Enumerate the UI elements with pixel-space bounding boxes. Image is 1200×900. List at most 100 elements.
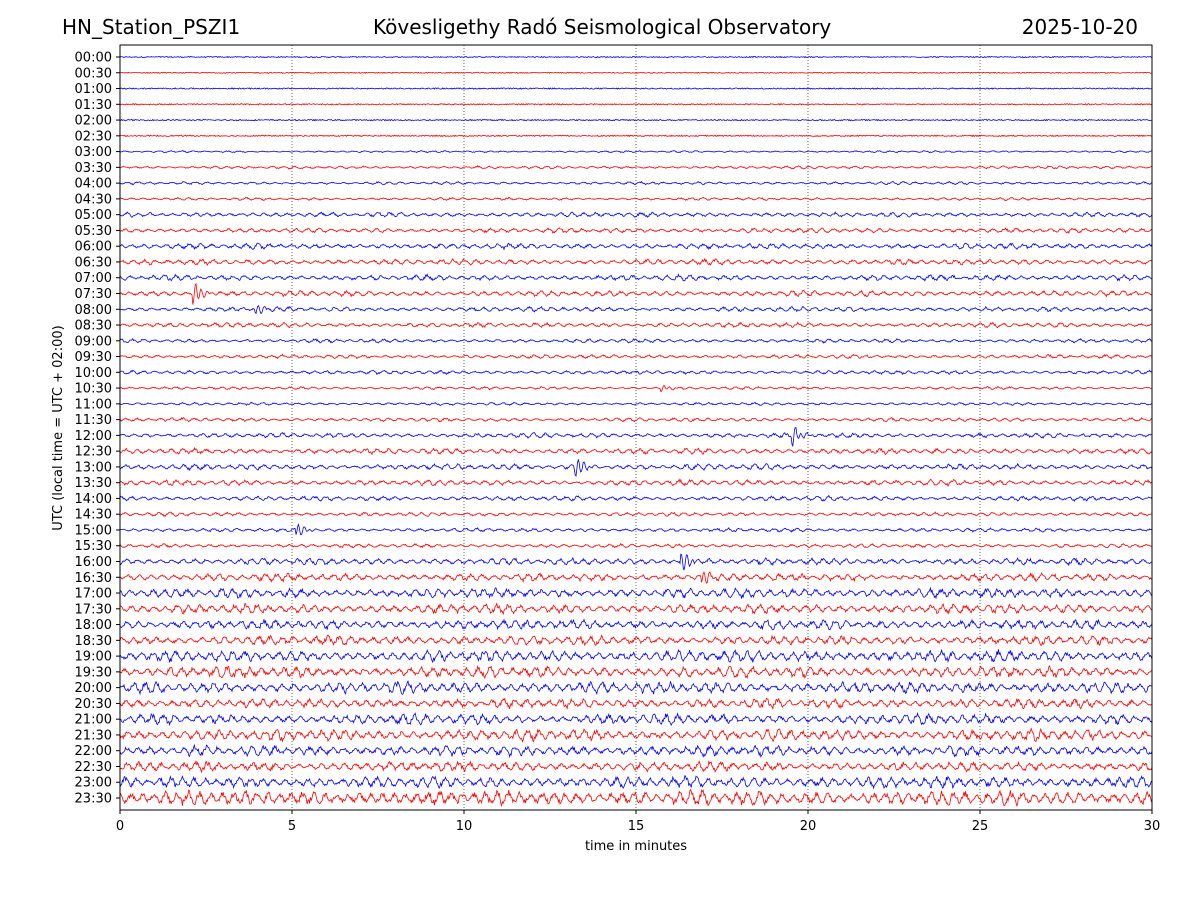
x-tick-label: 10 — [456, 819, 473, 834]
seismic-trace-0400 — [119, 180, 1153, 186]
y-tick-label: 05:30 — [75, 224, 112, 239]
y-tick-label: 12:30 — [75, 445, 112, 460]
seismic-trace-0430 — [119, 196, 1153, 201]
y-tick-label: 08:30 — [75, 319, 112, 334]
seismic-trace-1900 — [119, 648, 1153, 664]
seismic-trace-0200 — [119, 118, 1153, 122]
y-tick-label: 16:30 — [75, 571, 112, 586]
seismic-trace-1730 — [119, 602, 1152, 616]
y-tick-label: 09:30 — [75, 350, 112, 365]
y-tick-label: 20:00 — [75, 681, 112, 696]
seismic-trace-1600 — [119, 553, 1153, 571]
seismic-trace-0600 — [119, 242, 1153, 251]
y-tick-label: 23:30 — [75, 792, 112, 807]
seismic-trace-1930 — [119, 665, 1153, 680]
seismic-trace-0730 — [119, 282, 1153, 305]
seismic-trace-0100 — [119, 87, 1153, 90]
seismic-trace-0300 — [119, 150, 1152, 154]
y-tick-label: 01:30 — [75, 98, 112, 113]
y-tick-label: 09:00 — [75, 334, 112, 349]
y-tick-label: 15:00 — [75, 523, 112, 538]
y-tick-label: 07:30 — [75, 287, 112, 302]
seismic-trace-1300 — [119, 458, 1153, 478]
y-tick-label: 11:00 — [75, 397, 112, 412]
y-tick-label: 07:00 — [75, 271, 112, 286]
y-tick-label: 13:00 — [75, 460, 112, 475]
y-tick-label: 20:30 — [75, 697, 112, 712]
y-tick-label: 10:30 — [75, 382, 112, 397]
y-tick-label: 10:00 — [75, 366, 112, 381]
y-tick-label: 17:00 — [75, 587, 112, 602]
seismic-trace-1200 — [119, 427, 1153, 448]
seismic-trace-2130 — [119, 727, 1153, 743]
y-tick-label: 05:00 — [75, 208, 112, 223]
seismic-trace-0930 — [119, 353, 1153, 360]
observatory-title: Kövesligethy Radó Seismological Observat… — [373, 15, 832, 39]
seismic-trace-1030 — [119, 384, 1152, 392]
seismic-trace-1130 — [119, 416, 1153, 423]
grid-lines — [291, 45, 981, 810]
y-tick-label: 13:30 — [75, 476, 112, 491]
y-tick-label: 06:30 — [75, 255, 112, 270]
y-axis-ticks: 00:0000:3001:0001:3002:0002:3003:0003:30… — [75, 51, 120, 807]
x-tick-label: 5 — [288, 819, 296, 834]
seismic-trace-1500 — [119, 522, 1153, 536]
seismic-trace-1830 — [119, 634, 1153, 647]
y-tick-label: 06:00 — [75, 240, 112, 255]
y-tick-label: 02:30 — [75, 129, 112, 144]
y-tick-label: 18:30 — [75, 634, 112, 649]
x-tick-label: 25 — [972, 819, 989, 834]
y-tick-label: 00:00 — [75, 51, 112, 66]
y-tick-label: 23:00 — [75, 776, 112, 791]
seismic-trace-1400 — [119, 494, 1153, 502]
x-tick-label: 0 — [116, 819, 124, 834]
date-label: 2025-10-20 — [1021, 15, 1138, 39]
y-tick-label: 19:30 — [75, 665, 112, 680]
y-tick-label: 02:00 — [75, 114, 112, 129]
seismic-trace-2330 — [119, 788, 1153, 808]
seismic-trace-1630 — [120, 571, 1153, 584]
seismic-trace-1800 — [119, 618, 1153, 631]
seismic-trace-1000 — [120, 369, 1153, 376]
y-tick-label: 18:00 — [75, 618, 112, 633]
seismic-trace-2300 — [119, 774, 1152, 790]
y-tick-label: 17:30 — [75, 602, 112, 617]
y-tick-label: 03:30 — [75, 161, 112, 176]
station-name: HN_Station_PSZI1 — [62, 15, 241, 39]
seismic-trace-1700 — [119, 586, 1153, 600]
y-tick-label: 12:00 — [75, 429, 112, 444]
x-tick-label: 20 — [800, 819, 817, 834]
seismic-trace-0500 — [119, 211, 1153, 219]
seismic-trace-2000 — [119, 679, 1152, 696]
y-tick-label: 22:30 — [75, 760, 112, 775]
y-tick-label: 21:30 — [75, 728, 112, 743]
y-tick-label: 08:00 — [75, 303, 112, 318]
seismic-trace-0800 — [119, 304, 1153, 315]
seismic-trace-2100 — [119, 711, 1153, 727]
seismic-trace-0900 — [119, 337, 1153, 344]
y-tick-label: 19:00 — [75, 650, 112, 665]
seismic-trace-0230 — [119, 134, 1153, 138]
seismic-trace-1100 — [119, 401, 1153, 407]
y-tick-label: 00:30 — [75, 66, 112, 81]
seismic-trace-0530 — [119, 227, 1153, 234]
y-tick-label: 04:30 — [75, 192, 112, 207]
y-axis-label: UTC (local time = UTC + 02:00) — [51, 325, 66, 530]
x-axis-ticks: 0 5 10 15 20 25 30 — [116, 810, 1160, 834]
seismic-trace-0030 — [119, 71, 1153, 74]
y-tick-label: 22:00 — [75, 744, 112, 759]
seismic-trace-0130 — [119, 103, 1153, 106]
y-tick-label: 04:00 — [75, 177, 112, 192]
seismic-trace-0830 — [119, 321, 1153, 329]
seismic-trace-1330 — [119, 478, 1153, 488]
y-tick-label: 21:00 — [75, 713, 112, 728]
seismic-trace-2030 — [119, 697, 1153, 711]
y-tick-label: 01:00 — [75, 82, 112, 97]
seismic-trace-2230 — [119, 760, 1153, 774]
seismic-trace-0700 — [119, 273, 1153, 282]
y-tick-label: 16:00 — [75, 555, 112, 570]
seismic-trace-2200 — [119, 743, 1153, 759]
seismic-trace-1430 — [119, 511, 1153, 518]
x-axis-label: time in minutes — [585, 839, 687, 854]
